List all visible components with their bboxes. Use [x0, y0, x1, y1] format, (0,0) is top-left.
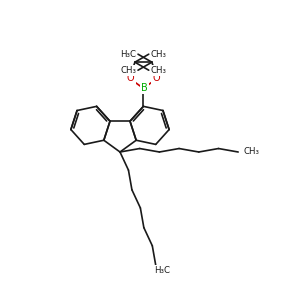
Text: CH₃: CH₃	[151, 50, 167, 59]
Text: CH₃: CH₃	[151, 66, 167, 75]
Text: H₃C: H₃C	[120, 50, 136, 59]
Text: CH₃: CH₃	[120, 66, 136, 75]
Text: H₃C: H₃C	[154, 266, 170, 275]
Text: B: B	[141, 83, 148, 93]
Text: O: O	[127, 74, 134, 83]
Text: O: O	[152, 74, 160, 83]
Text: CH₃: CH₃	[243, 148, 259, 157]
